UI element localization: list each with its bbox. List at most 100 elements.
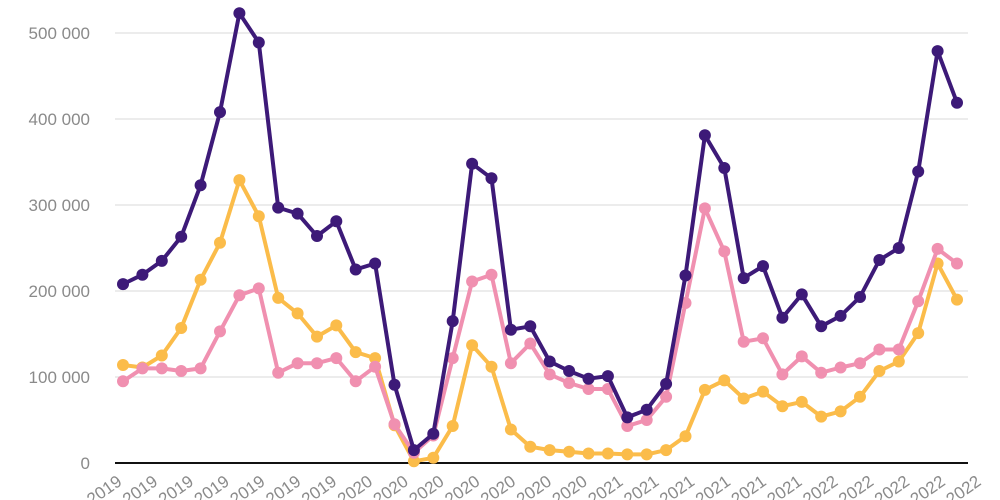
- x-tick-label: 2020: [441, 472, 483, 500]
- x-tick-label: 2020: [334, 472, 376, 500]
- data-point: [349, 263, 362, 276]
- data-point: [776, 311, 789, 324]
- data-point: [446, 352, 459, 365]
- data-point: [582, 372, 595, 385]
- x-axis-tick-labels: 2019201920192019201920192019202020202020…: [83, 472, 984, 500]
- data-point: [854, 390, 866, 403]
- data-point: [194, 179, 207, 192]
- x-tick-label: 2022: [943, 472, 985, 500]
- data-point: [407, 444, 420, 457]
- data-point: [524, 440, 537, 453]
- data-point: [873, 254, 886, 266]
- data-point: [233, 174, 246, 187]
- x-tick-label: 2019: [83, 472, 125, 500]
- series-1: [117, 202, 963, 459]
- data-point: [912, 165, 925, 178]
- data-point: [543, 444, 556, 457]
- data-point: [873, 343, 886, 356]
- data-point: [621, 420, 634, 432]
- data-point: [679, 430, 692, 443]
- data-point: [369, 360, 382, 373]
- data-point: [175, 365, 188, 377]
- x-tick-label: 2022: [835, 472, 877, 500]
- data-point: [504, 423, 517, 436]
- data-point: [698, 202, 711, 215]
- series-line: [122, 11, 959, 453]
- x-tick-label: 2021: [656, 472, 698, 500]
- data-point: [136, 362, 149, 375]
- data-point: [194, 362, 207, 375]
- x-tick-label: 2019: [155, 472, 197, 500]
- data-point: [854, 357, 866, 370]
- data-point: [698, 383, 711, 396]
- data-point: [621, 411, 634, 424]
- data-point: [815, 320, 828, 333]
- data-point: [466, 275, 479, 288]
- data-point: [718, 374, 731, 387]
- data-point: [892, 343, 905, 356]
- data-point: [834, 405, 847, 418]
- data-point: [737, 272, 750, 285]
- data-point: [194, 273, 207, 286]
- data-point: [330, 319, 343, 332]
- data-point: [718, 245, 731, 258]
- data-point: [349, 346, 362, 359]
- data-point: [272, 366, 285, 379]
- data-point: [912, 327, 925, 340]
- data-point: [795, 288, 808, 301]
- x-tick-label: 2020: [406, 472, 448, 500]
- x-tick-label: 2021: [692, 472, 734, 500]
- data-point: [601, 370, 614, 383]
- y-tick-label: 200 000: [29, 282, 90, 301]
- data-point: [776, 400, 789, 413]
- data-point: [563, 377, 576, 389]
- x-tick-label: 2022: [871, 472, 913, 500]
- data-point: [834, 361, 847, 374]
- data-point: [543, 355, 556, 368]
- data-point: [252, 282, 265, 295]
- data-point: [117, 278, 129, 291]
- data-point: [543, 368, 556, 381]
- data-point: [563, 365, 576, 377]
- data-point: [117, 359, 129, 371]
- x-tick-label: 2022: [907, 472, 949, 500]
- data-point: [757, 260, 769, 273]
- data-point: [369, 257, 382, 270]
- data-point: [252, 36, 265, 49]
- x-tick-label: 2021: [728, 472, 770, 500]
- data-point: [175, 230, 188, 243]
- gridlines: [115, 32, 968, 378]
- data-point: [291, 357, 304, 370]
- y-tick-label: 400 000: [29, 110, 90, 129]
- data-point: [640, 448, 653, 461]
- data-point: [311, 330, 323, 343]
- data-point: [640, 414, 653, 426]
- data-point: [214, 106, 226, 119]
- data-point: [660, 390, 673, 403]
- data-point: [563, 445, 576, 458]
- x-tick-label: 2021: [585, 472, 627, 500]
- data-point: [214, 325, 226, 338]
- data-point: [931, 242, 944, 255]
- x-tick-label: 2020: [549, 472, 591, 500]
- y-tick-label: 100 000: [29, 368, 90, 387]
- data-point: [233, 7, 246, 20]
- data-point: [892, 242, 905, 254]
- data-point: [640, 403, 653, 416]
- y-axis-tick-labels: 0 100 000 200 000 300 000 400 000 500 000: [29, 24, 90, 473]
- data-point: [892, 355, 905, 368]
- data-point: [252, 210, 265, 223]
- data-point: [466, 339, 479, 352]
- data-point: [175, 322, 188, 334]
- y-tick-label: 300 000: [29, 196, 90, 215]
- data-point: [951, 293, 963, 306]
- data-point: [407, 455, 420, 468]
- data-point: [155, 349, 168, 362]
- data-point: [214, 236, 226, 249]
- data-point: [485, 268, 498, 281]
- data-point: [466, 157, 479, 170]
- data-point: [795, 350, 808, 363]
- series-line: [121, 206, 959, 455]
- data-point: [155, 362, 168, 375]
